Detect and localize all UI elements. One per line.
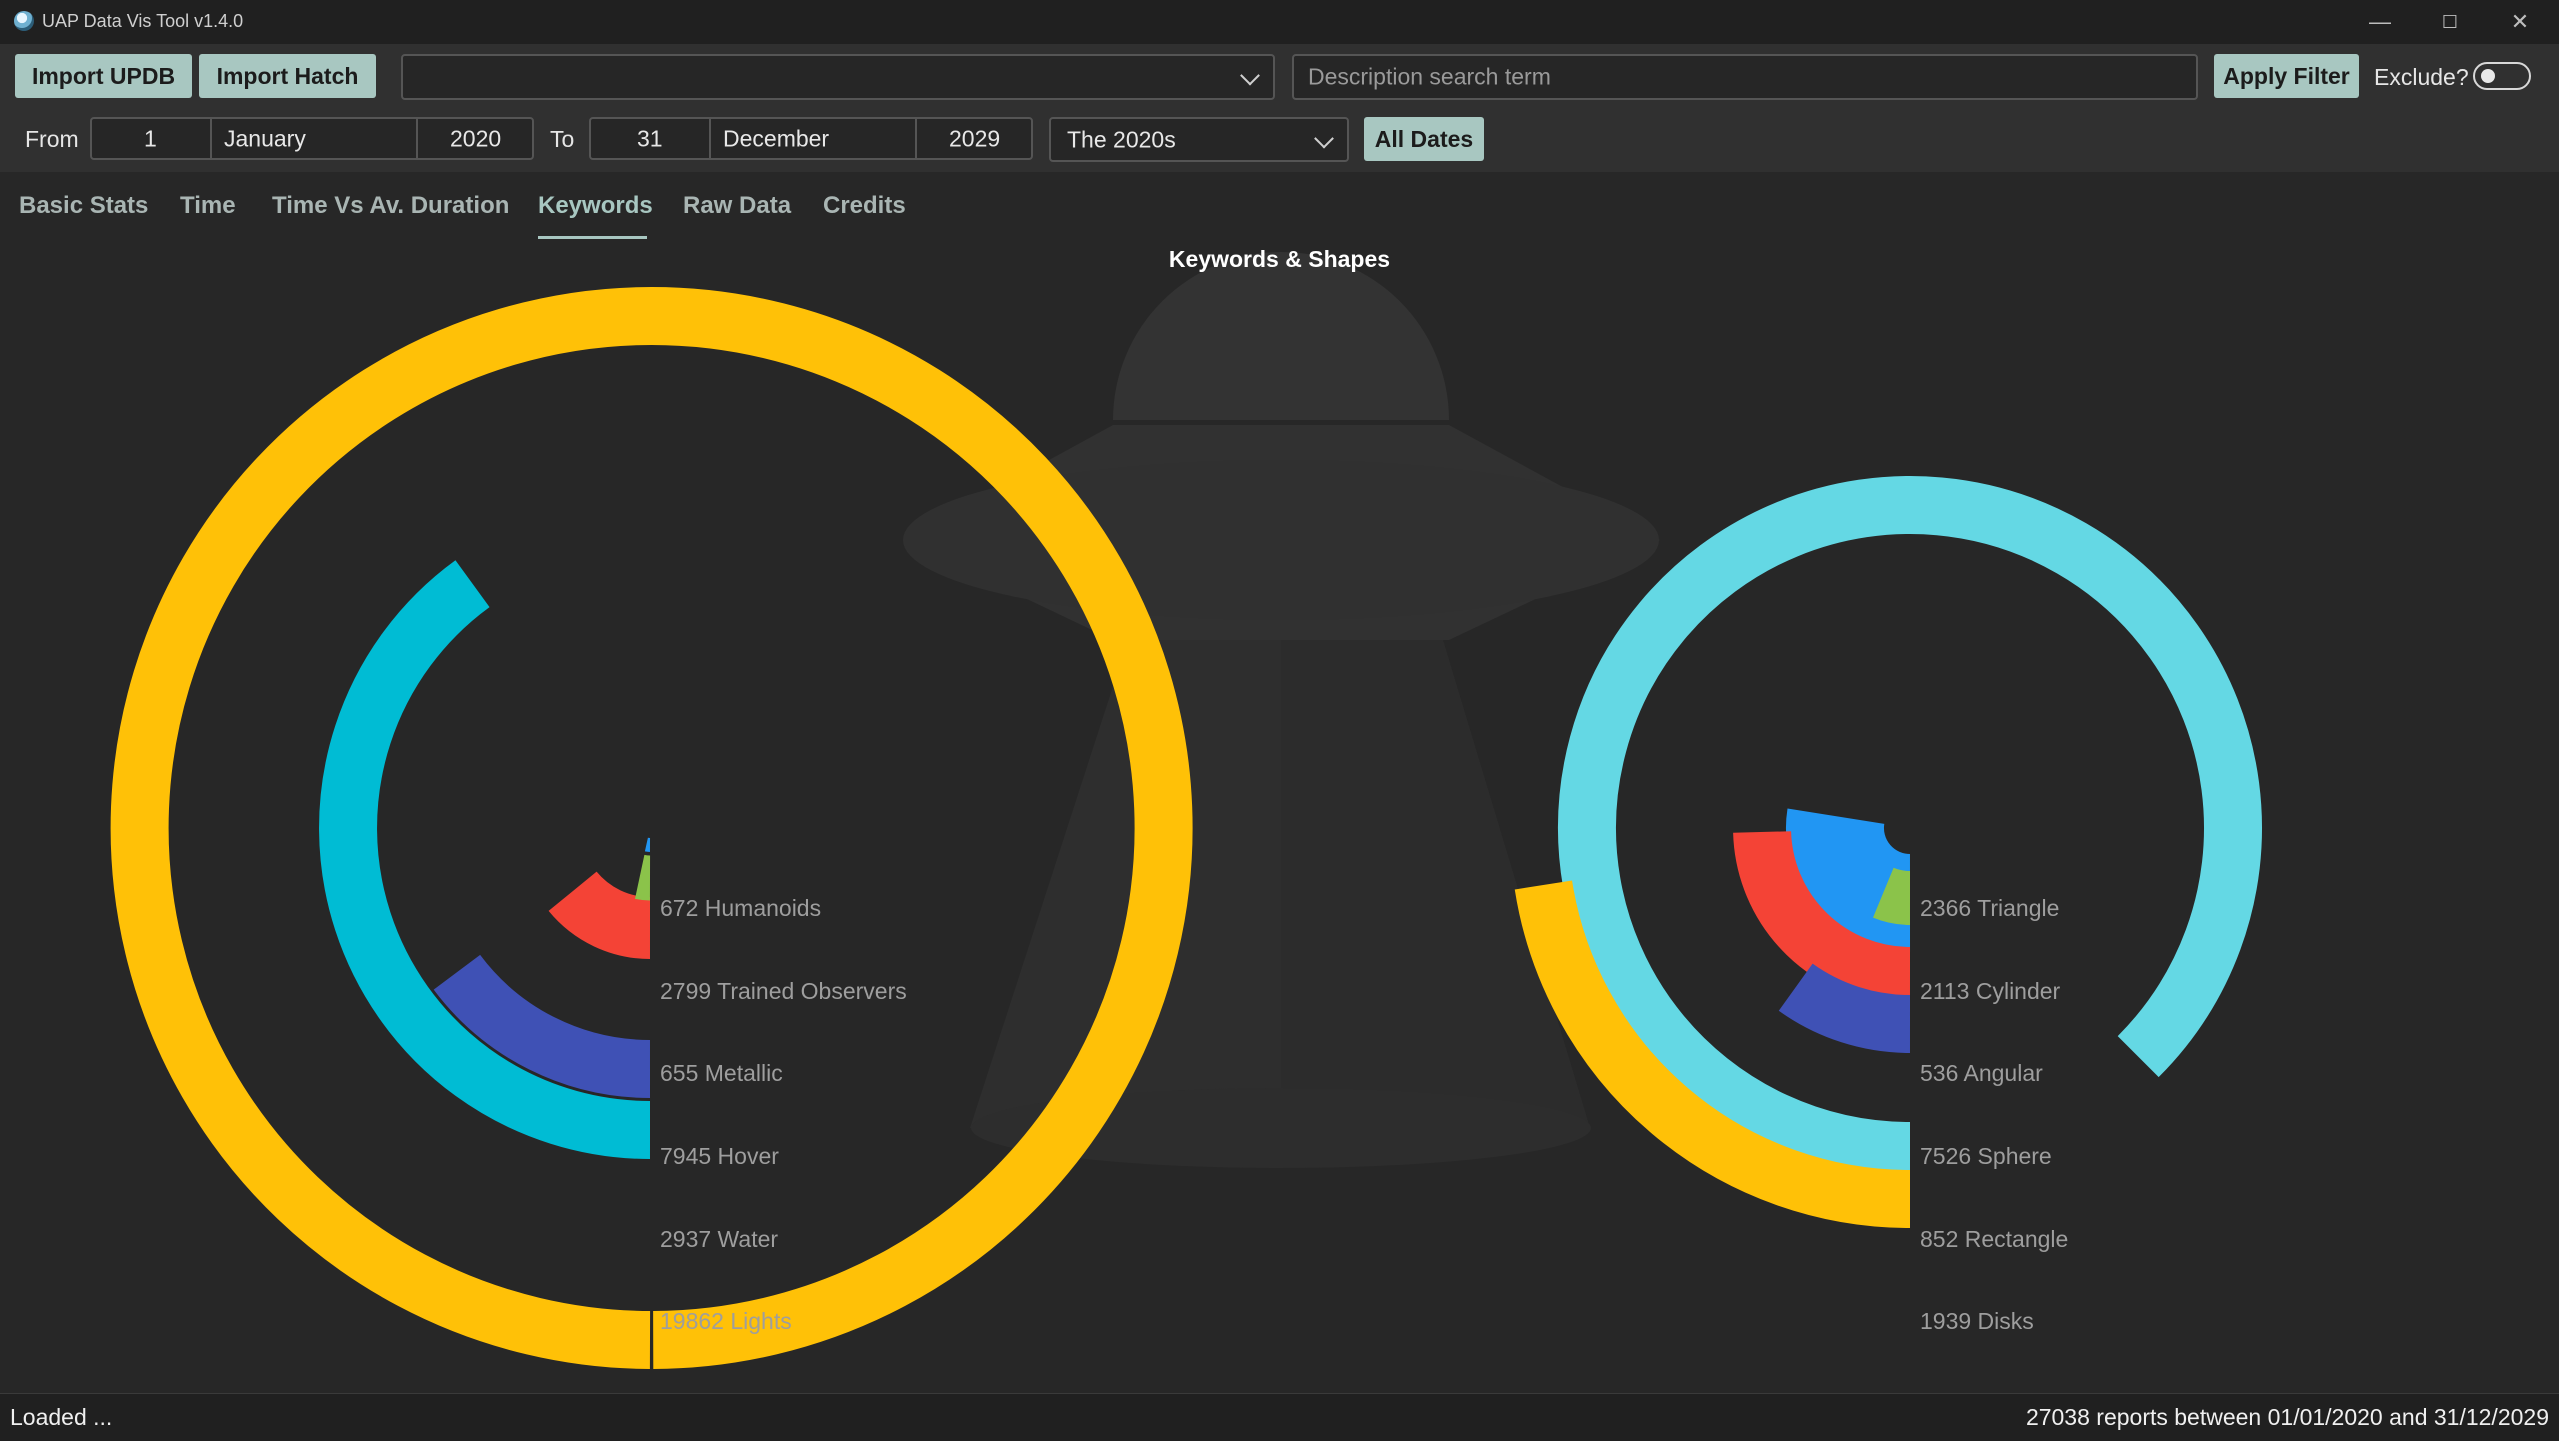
keywords-shapes-chart: 672 Humanoids 2799 Trained Observers 655 M… [0, 0, 2559, 1393]
radial-bar-sphere [1587, 505, 2233, 1151]
data-label-rectangle: 852 Rectangle [1920, 1226, 2068, 1252]
data-label-angular: 536 Angular [1920, 1060, 2043, 1086]
data-label-hover: 7945 Hover [660, 1143, 779, 1169]
status-left-text: Loaded ... [10, 1404, 112, 1431]
radial-bar-lights [140, 316, 1164, 1340]
chart-title: Keywords & Shapes [0, 246, 2559, 273]
data-label-cylinder: 2113 Cylinder [1920, 978, 2061, 1004]
data-label-trained-observers: 2799 Trained Observers [660, 978, 907, 1004]
data-label-water: 2937 Water [660, 1226, 778, 1252]
data-label-lights: 19862 Lights [660, 1308, 792, 1334]
radial-bar-angular [1883, 893, 1910, 898]
ufo-background-illustration [903, 252, 1660, 1168]
data-label-metallic: 655 Metallic [660, 1060, 783, 1086]
data-label-triangle: 2366 Triangle [1920, 895, 2059, 921]
data-label-sphere: 7526 Sphere [1920, 1143, 2052, 1169]
radial-bar-metallic [640, 877, 650, 878]
data-label-disks: 1939 Disks [1920, 1308, 2034, 1334]
data-label-humanoids: 672 Humanoids [660, 895, 821, 921]
status-right-text: 27038 reports between 01/01/2020 and 31/… [2026, 1404, 2549, 1431]
status-bar: Loaded ... 27038 reports between 01/01/2… [0, 1393, 2559, 1441]
